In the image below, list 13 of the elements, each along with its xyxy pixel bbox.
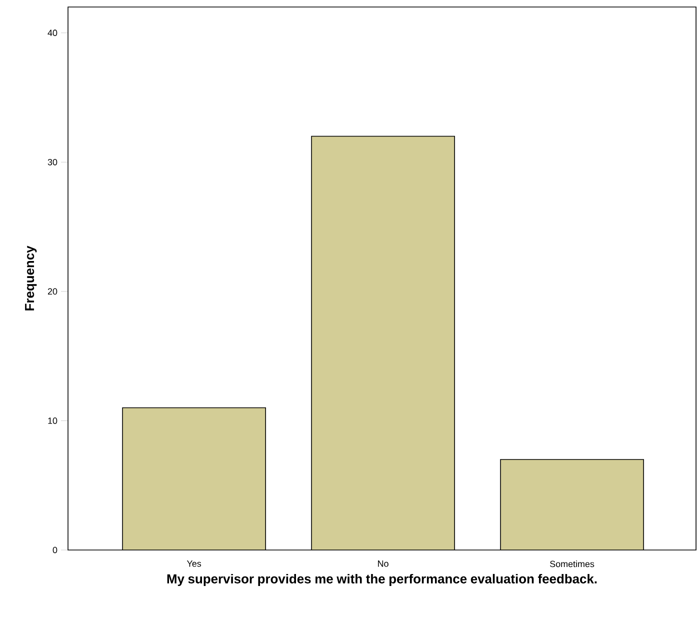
bar [122, 407, 266, 550]
bar [312, 136, 455, 550]
y-tick-label: 0 [52, 546, 58, 554]
x-axis-title: My supervisor provides me with the performance evaluation feedback. [167, 574, 597, 586]
y-tick-label: 40 [48, 30, 58, 36]
x-tick-label: Yes [186, 560, 202, 567]
x-tick-label: No [378, 560, 388, 567]
y-axis-title: Frequency [25, 246, 37, 310]
y-tick-label: 30 [48, 158, 58, 166]
y-tick-label: 20 [48, 288, 58, 295]
y-tick-label: 10 [48, 418, 58, 424]
x-tick-label: Sometimes [550, 560, 594, 568]
bar [500, 459, 644, 550]
